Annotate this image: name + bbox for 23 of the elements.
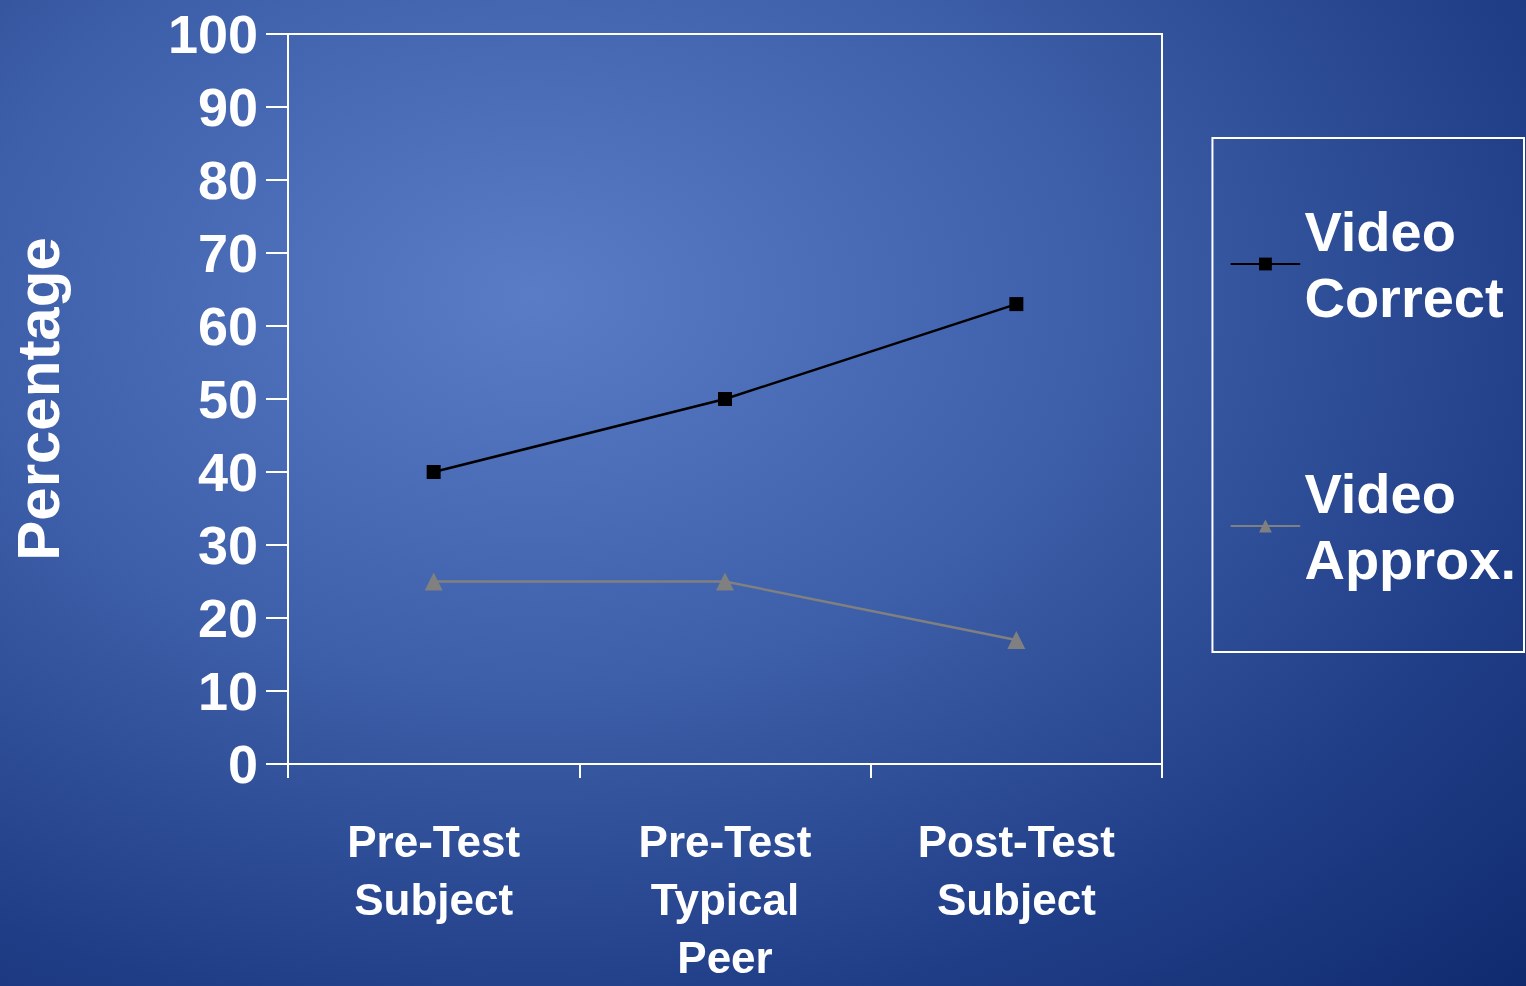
x-tick-label: Pre-Test Subject xyxy=(347,816,521,924)
y-tick-label: 30 xyxy=(197,515,258,575)
y-tick-label: 70 xyxy=(197,223,258,283)
x-tick-label: Post-Test Subject xyxy=(917,816,1116,924)
point xyxy=(1009,297,1024,312)
y-tick-label: 40 xyxy=(197,442,258,502)
point xyxy=(718,392,732,406)
legend-label: Video Correct xyxy=(1304,199,1504,329)
y-tick-label: 90 xyxy=(197,77,258,137)
y-tick-label: 60 xyxy=(197,296,258,356)
y-tick-label: 20 xyxy=(197,588,258,648)
point xyxy=(1007,630,1026,649)
point xyxy=(424,572,443,591)
point xyxy=(426,465,441,479)
y-axis-title: Percentage xyxy=(4,237,72,561)
point xyxy=(716,572,734,591)
x-tick-label: Pre-Test Typical Peer xyxy=(638,816,812,982)
y-tick-label: 0 xyxy=(227,734,258,794)
legend-label: Video Approx. xyxy=(1304,461,1516,591)
y-tick-label: 100 xyxy=(167,4,258,64)
y-tick-label: 10 xyxy=(197,661,258,721)
y-tick-label: 50 xyxy=(197,369,258,429)
y-tick-label: 80 xyxy=(197,150,258,210)
